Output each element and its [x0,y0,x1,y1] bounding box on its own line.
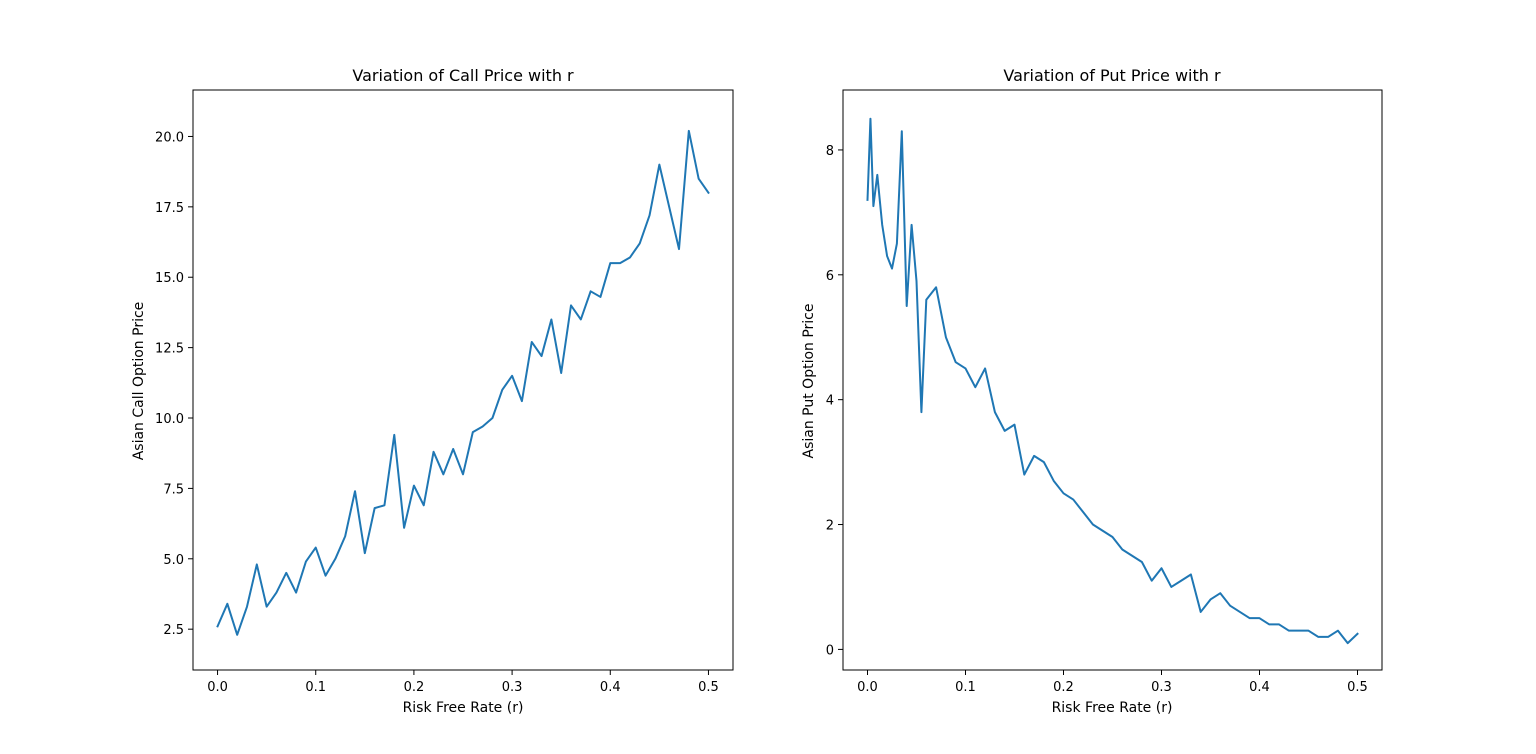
axis-ticks: 0.0 0.1 0.2 0.3 0.4 0.5 2.5 5.0 7.5 10.0 12.5 15.0 1… [155,130,719,695]
x-axis-label: Risk Free Rate (r) [403,700,524,716]
x-tick-label: 0.3 [1151,680,1172,695]
y-tick-label: 0 [826,643,834,658]
y-axis-label: Asian Call Option Price [131,302,147,461]
x-tick-label: 0.0 [207,680,228,695]
y-tick-label: 4 [826,394,834,409]
x-tick-label: 0.2 [1053,680,1074,695]
y-tick-label: 6 [826,269,834,284]
x-tick-label: 0.5 [1347,680,1368,695]
x-axis-label: Risk Free Rate (r) [1052,700,1173,716]
plot-area [192,89,734,671]
x-tick-label: 0.4 [1249,680,1270,695]
call-price-chart: Variation of Call Price with r 0.0 0.1 0.2… [131,66,734,716]
x-tick-label: 0.5 [698,680,719,695]
y-tick-label: 5.0 [163,553,184,568]
series-line [216,129,710,636]
x-tick-label: 0.3 [502,680,523,695]
x-tick-label: 0.0 [857,680,878,695]
put-price-chart: Variation of Put Price with r 0.0 0.1 0.2 0… [801,66,1383,716]
y-tick-label: 20.0 [155,130,184,145]
chart-title: Variation of Put Price with r [1003,66,1221,85]
plot-area [842,89,1383,671]
axes-frame [192,89,734,671]
y-tick-label: 7.5 [163,482,184,497]
axes-frame [842,89,1383,671]
x-tick-label: 0.1 [955,680,976,695]
x-tick-label: 0.4 [600,680,621,695]
series-line [866,117,1359,645]
y-tick-label: 15.0 [155,271,184,286]
x-tick-label: 0.2 [404,680,425,695]
y-tick-label: 10.0 [155,412,184,427]
y-tick-label: 12.5 [155,342,184,357]
y-tick-label: 17.5 [155,201,184,216]
y-tick-label: 2.5 [163,623,184,638]
axis-ticks: 0.0 0.1 0.2 0.3 0.4 0.5 0 2 4 6 8 [826,144,1368,695]
y-axis-label: Asian Put Option Price [801,304,817,459]
y-tick-label: 2 [826,519,834,534]
x-tick-label: 0.1 [305,680,326,695]
y-tick-label: 8 [826,144,834,159]
chart-title: Variation of Call Price with r [352,66,574,85]
